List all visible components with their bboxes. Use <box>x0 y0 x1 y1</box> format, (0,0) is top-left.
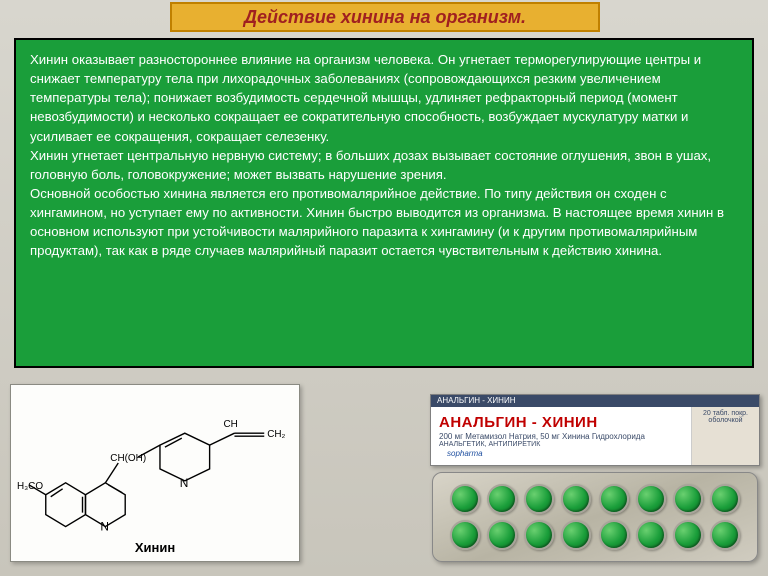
title-banner: Действие хинина на организм. <box>170 2 600 32</box>
pill <box>524 484 554 514</box>
drug-strip: АНАЛЬГИН - ХИНИН <box>431 395 759 407</box>
drug-name: АНАЛЬГИН - ХИНИН <box>439 414 683 431</box>
pill <box>673 484 703 514</box>
chem-label-choh: CH(OH) <box>110 453 146 464</box>
pill <box>487 520 517 550</box>
main-text-box: Хинин оказывает разностороннее влияние н… <box>14 38 754 368</box>
drug-sub2: АНАЛЬГЕТИК, АНТИПИРЕТИК <box>439 441 683 448</box>
pill <box>450 520 480 550</box>
blister-pack <box>432 472 758 562</box>
chem-caption: Хинин <box>11 540 299 555</box>
pill <box>710 484 740 514</box>
pill <box>487 484 517 514</box>
pill <box>636 484 666 514</box>
drug-right: 20 табл. покр. оболочкой <box>691 407 759 465</box>
chem-label-ch2: CH₂ <box>267 429 285 440</box>
pill <box>450 484 480 514</box>
pill <box>710 520 740 550</box>
chemical-structure-svg: H₃CO N CH(OH) N CH CH₂ <box>11 385 299 535</box>
body-text: Хинин оказывает разностороннее влияние н… <box>30 50 738 261</box>
pill <box>599 520 629 550</box>
chem-label-n2: N <box>180 476 189 490</box>
drug-package-box: АНАЛЬГИН - ХИНИН АНАЛЬГИН - ХИНИН 200 мг… <box>430 394 760 466</box>
drug-main: АНАЛЬГИН - ХИНИН 200 мг Метамизол Натрия… <box>431 407 759 465</box>
pill-row <box>443 484 747 514</box>
drug-sub1: 200 мг Метамизол Натрия, 50 мг Хинина Ги… <box>439 432 683 441</box>
pill <box>561 520 591 550</box>
page-title: Действие хинина на организм. <box>244 7 526 28</box>
chem-label-ch: CH <box>224 419 238 430</box>
drug-logo: sopharma <box>439 448 683 459</box>
chem-label-n1: N <box>100 520 109 534</box>
drug-right1: 20 табл. покр. <box>695 410 756 417</box>
pill <box>673 520 703 550</box>
pill <box>636 520 666 550</box>
pill <box>524 520 554 550</box>
pill <box>561 484 591 514</box>
pill <box>599 484 629 514</box>
chemical-structure-panel: H₃CO N CH(OH) N CH CH₂ Хинин <box>10 384 300 562</box>
drug-right2: оболочкой <box>695 417 756 424</box>
drug-left: АНАЛЬГИН - ХИНИН 200 мг Метамизол Натрия… <box>431 412 691 461</box>
bottom-row: H₃CO N CH(OH) N CH CH₂ Хинин АНАЛЬГИН - … <box>0 380 768 570</box>
chem-label-h3co: H₃CO <box>17 481 43 492</box>
pill-row <box>443 520 747 550</box>
